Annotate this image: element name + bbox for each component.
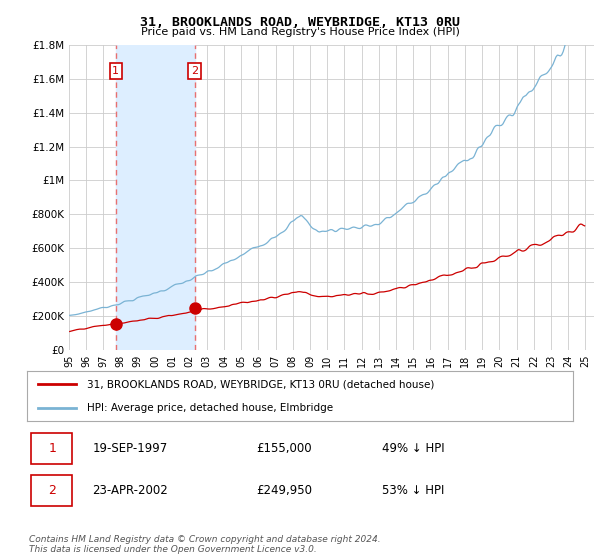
FancyBboxPatch shape bbox=[31, 433, 73, 464]
Text: 53% ↓ HPI: 53% ↓ HPI bbox=[382, 484, 444, 497]
Text: 49% ↓ HPI: 49% ↓ HPI bbox=[382, 442, 445, 455]
Text: £249,950: £249,950 bbox=[256, 484, 313, 497]
Bar bbox=[116, 45, 195, 350]
FancyBboxPatch shape bbox=[31, 475, 73, 506]
Text: HPI: Average price, detached house, Elmbridge: HPI: Average price, detached house, Elmb… bbox=[87, 403, 333, 413]
Text: Price paid vs. HM Land Registry's House Price Index (HPI): Price paid vs. HM Land Registry's House … bbox=[140, 27, 460, 37]
Text: 1: 1 bbox=[112, 66, 119, 76]
Text: 2: 2 bbox=[191, 66, 199, 76]
Text: 31, BROOKLANDS ROAD, WEYBRIDGE, KT13 0RU (detached house): 31, BROOKLANDS ROAD, WEYBRIDGE, KT13 0RU… bbox=[87, 379, 434, 389]
Text: 1: 1 bbox=[48, 442, 56, 455]
Text: 31, BROOKLANDS ROAD, WEYBRIDGE, KT13 0RU: 31, BROOKLANDS ROAD, WEYBRIDGE, KT13 0RU bbox=[140, 16, 460, 29]
Text: 2: 2 bbox=[48, 484, 56, 497]
Text: Contains HM Land Registry data © Crown copyright and database right 2024.
This d: Contains HM Land Registry data © Crown c… bbox=[29, 535, 380, 554]
Text: 19-SEP-1997: 19-SEP-1997 bbox=[92, 442, 168, 455]
Text: £155,000: £155,000 bbox=[256, 442, 312, 455]
Text: 23-APR-2002: 23-APR-2002 bbox=[92, 484, 168, 497]
